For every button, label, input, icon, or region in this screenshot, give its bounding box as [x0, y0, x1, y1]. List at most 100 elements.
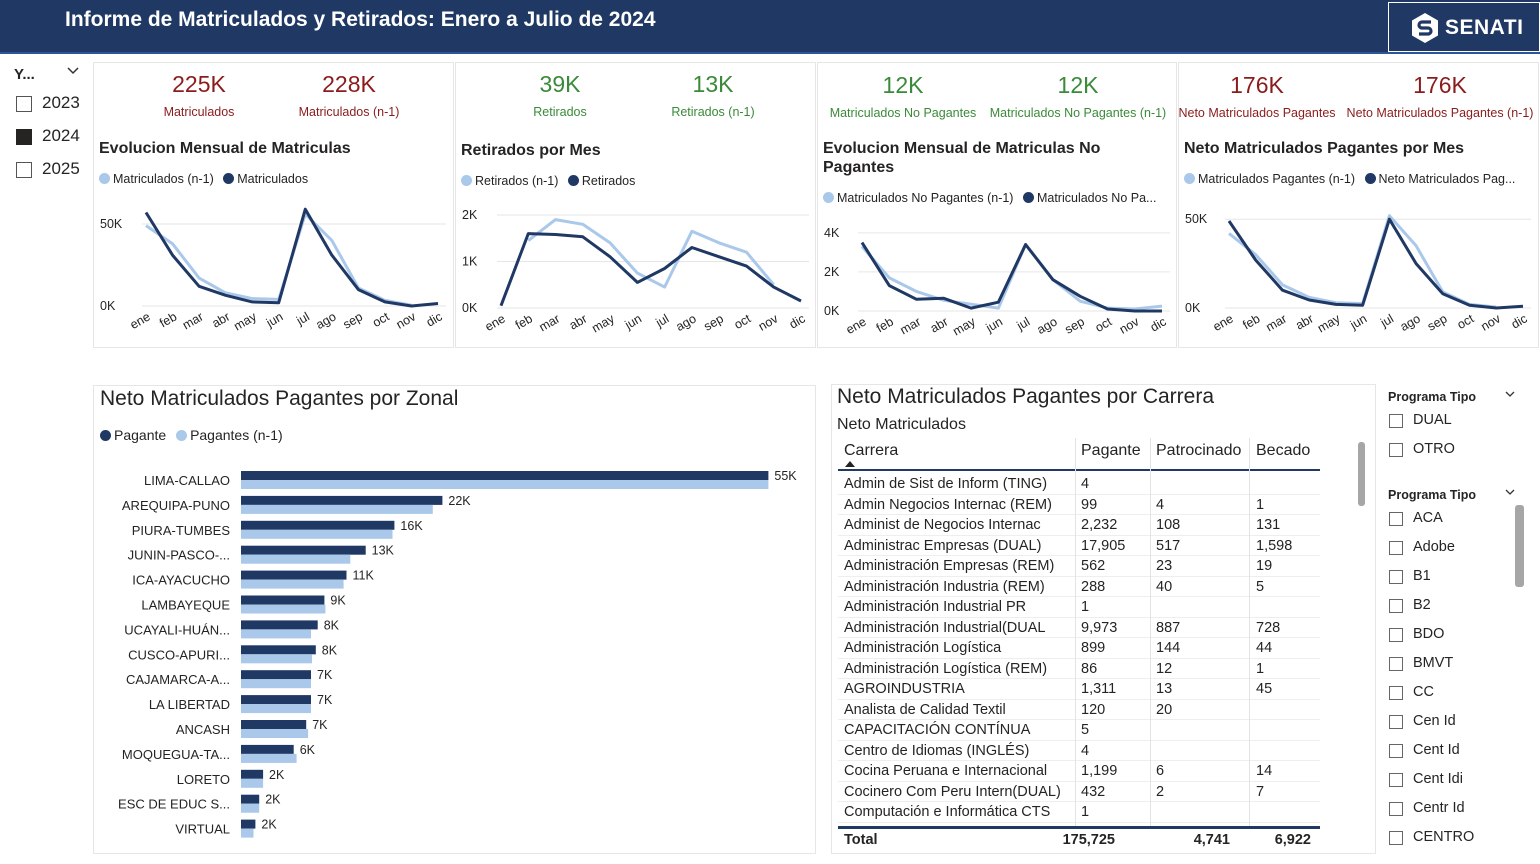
- checkbox[interactable]: [16, 129, 32, 145]
- col-header-pagante[interactable]: Pagante: [1081, 442, 1141, 459]
- table-row[interactable]: Centro de Idiomas (INGLÉS) 4: [838, 741, 1320, 761]
- legend-item-prev[interactable]: Matriculados No Pagantes (n-1): [823, 191, 1013, 205]
- slicer-option[interactable]: CC: [1388, 682, 1528, 711]
- bar-current[interactable]: [241, 471, 769, 480]
- table-row[interactable]: CAPACITACIÓN CONTÍNUA 5: [838, 720, 1320, 741]
- legend-item-current[interactable]: Pagante: [100, 427, 166, 443]
- series-line-prev[interactable]: [1228, 214, 1497, 309]
- bar-prev[interactable]: [241, 778, 264, 788]
- series-line-current[interactable]: [144, 207, 439, 308]
- bar-prev[interactable]: [241, 554, 351, 564]
- checkbox[interactable]: [1389, 686, 1403, 700]
- checkbox[interactable]: [1389, 628, 1403, 642]
- bar-current[interactable]: [241, 720, 307, 729]
- year-option-2024[interactable]: 2024: [14, 123, 84, 156]
- bar-current[interactable]: [241, 819, 256, 829]
- checkbox[interactable]: [1389, 443, 1403, 457]
- legend-item-prev[interactable]: Retirados (n-1): [461, 174, 558, 188]
- slicer-option[interactable]: BDO: [1388, 624, 1528, 653]
- table-scrollbar[interactable]: [1358, 442, 1365, 506]
- slicer-option[interactable]: Cent Id: [1388, 740, 1528, 769]
- legend-item-current[interactable]: Matriculados No Pa...: [1022, 191, 1156, 205]
- table-row[interactable]: Administración Industrial PR 1: [838, 597, 1320, 618]
- bar-prev[interactable]: [241, 604, 326, 614]
- bar-prev[interactable]: [241, 729, 309, 738]
- slicer-option[interactable]: B1: [1388, 566, 1528, 595]
- table-row[interactable]: Administrac Empresas (DUAL) 17,905 517 1,59…: [838, 536, 1320, 556]
- checkbox[interactable]: [1389, 831, 1403, 845]
- col-header-patrocinado[interactable]: Patrocinado: [1156, 442, 1242, 459]
- bar-prev[interactable]: [241, 629, 311, 639]
- bar-current[interactable]: [241, 670, 311, 680]
- legend-item-prev[interactable]: Matriculados Pagantes (n-1): [1184, 172, 1355, 186]
- bar-current[interactable]: [241, 695, 311, 705]
- series-line-prev[interactable]: [145, 212, 412, 307]
- slicer-header[interactable]: Programa Tipo: [1388, 390, 1528, 410]
- bar-current[interactable]: [241, 620, 318, 630]
- slicer-option[interactable]: Adobe: [1388, 537, 1528, 566]
- checkbox[interactable]: [1389, 744, 1403, 758]
- table-row[interactable]: Cocinero Com Peru Intern(DUAL) 432 2 7: [838, 782, 1320, 802]
- bar-current[interactable]: [241, 545, 366, 555]
- checkbox[interactable]: [1389, 512, 1403, 526]
- checkbox[interactable]: [1389, 570, 1403, 584]
- bar-prev[interactable]: [241, 504, 433, 514]
- series-line-current[interactable]: [499, 232, 802, 307]
- checkbox[interactable]: [1389, 802, 1403, 816]
- bar-prev[interactable]: [241, 803, 260, 813]
- bar-current[interactable]: [241, 570, 347, 580]
- slicer-scrollbar[interactable]: [1515, 505, 1524, 587]
- slicer-option[interactable]: DUAL: [1388, 410, 1528, 439]
- table-row[interactable]: Admin de Sist de Inform (TING) 4: [838, 474, 1320, 495]
- table-row[interactable]: Computación e Informática CTS 1: [838, 802, 1320, 823]
- table-row[interactable]: Administración Empresas (REM) 562 23 19: [838, 556, 1320, 577]
- table-row[interactable]: Admin Negocios Internac (REM) 99 4 1: [838, 495, 1320, 515]
- table-row[interactable]: Analista de Calidad Textil 120 20: [838, 700, 1320, 720]
- table-row[interactable]: Administración Industrial(DUAL 9,973 887 72…: [838, 618, 1320, 638]
- checkbox[interactable]: [16, 162, 32, 178]
- checkbox[interactable]: [1389, 715, 1403, 729]
- bar-prev[interactable]: [241, 828, 254, 838]
- table-row[interactable]: Administración Logística (REM) 86 12 1: [838, 659, 1320, 679]
- slicer-option[interactable]: Cen Id: [1388, 711, 1528, 740]
- table-row[interactable]: Administración Industria (REM) 288 40 5: [838, 577, 1320, 597]
- chevron-down-icon[interactable]: [1504, 486, 1516, 498]
- year-option-2023[interactable]: 2023: [14, 90, 84, 123]
- slicer-option[interactable]: Cent Idi: [1388, 769, 1528, 798]
- bar-prev[interactable]: [241, 654, 312, 664]
- legend-item-prev[interactable]: Pagantes (n-1): [176, 427, 283, 443]
- bar-current[interactable]: [241, 520, 395, 530]
- bar-current[interactable]: [241, 595, 325, 605]
- checkbox[interactable]: [1389, 657, 1403, 671]
- table-row[interactable]: Cocina Peruana e Internacional 1,199 6 14: [838, 761, 1320, 782]
- slicer-header[interactable]: Programa Tipo: [1388, 488, 1528, 508]
- slicer-option[interactable]: Centr Id: [1388, 798, 1528, 827]
- series-line-current[interactable]: [1227, 217, 1524, 310]
- slicer-option[interactable]: ACA: [1388, 508, 1528, 537]
- bar-prev[interactable]: [241, 529, 393, 539]
- slicer-option[interactable]: CENTRO: [1388, 827, 1528, 856]
- year-option-2025[interactable]: 2025: [14, 156, 84, 189]
- legend-item-prev[interactable]: Matriculados (n-1): [99, 172, 214, 186]
- chevron-down-icon[interactable]: [1504, 388, 1516, 400]
- bar-prev[interactable]: [241, 679, 311, 689]
- bar-prev[interactable]: [241, 753, 297, 763]
- bar-current[interactable]: [241, 769, 264, 779]
- series-line-current[interactable]: [860, 241, 1162, 313]
- bar-prev[interactable]: [241, 480, 769, 489]
- col-header-carrera[interactable]: Carrera: [844, 442, 899, 459]
- table-row[interactable]: Administración Logística 899 144 44: [838, 638, 1320, 659]
- year-slicer-header[interactable]: Y...: [14, 66, 84, 90]
- bar-current[interactable]: [241, 794, 260, 804]
- sort-asc-icon[interactable]: [844, 460, 856, 468]
- slicer-option[interactable]: BMVT: [1388, 653, 1528, 682]
- slicer-option[interactable]: OTRO: [1388, 439, 1528, 468]
- table-row[interactable]: Administ de Negocios Internac 2,232 108 131: [838, 515, 1320, 536]
- checkbox[interactable]: [1389, 599, 1403, 613]
- bar-current[interactable]: [241, 744, 294, 754]
- legend-item-current[interactable]: Retirados: [567, 174, 635, 188]
- legend-item-current[interactable]: Neto Matriculados Pag...: [1364, 172, 1515, 186]
- checkbox[interactable]: [16, 96, 32, 112]
- checkbox[interactable]: [1389, 414, 1403, 428]
- slicer-option[interactable]: B2: [1388, 595, 1528, 624]
